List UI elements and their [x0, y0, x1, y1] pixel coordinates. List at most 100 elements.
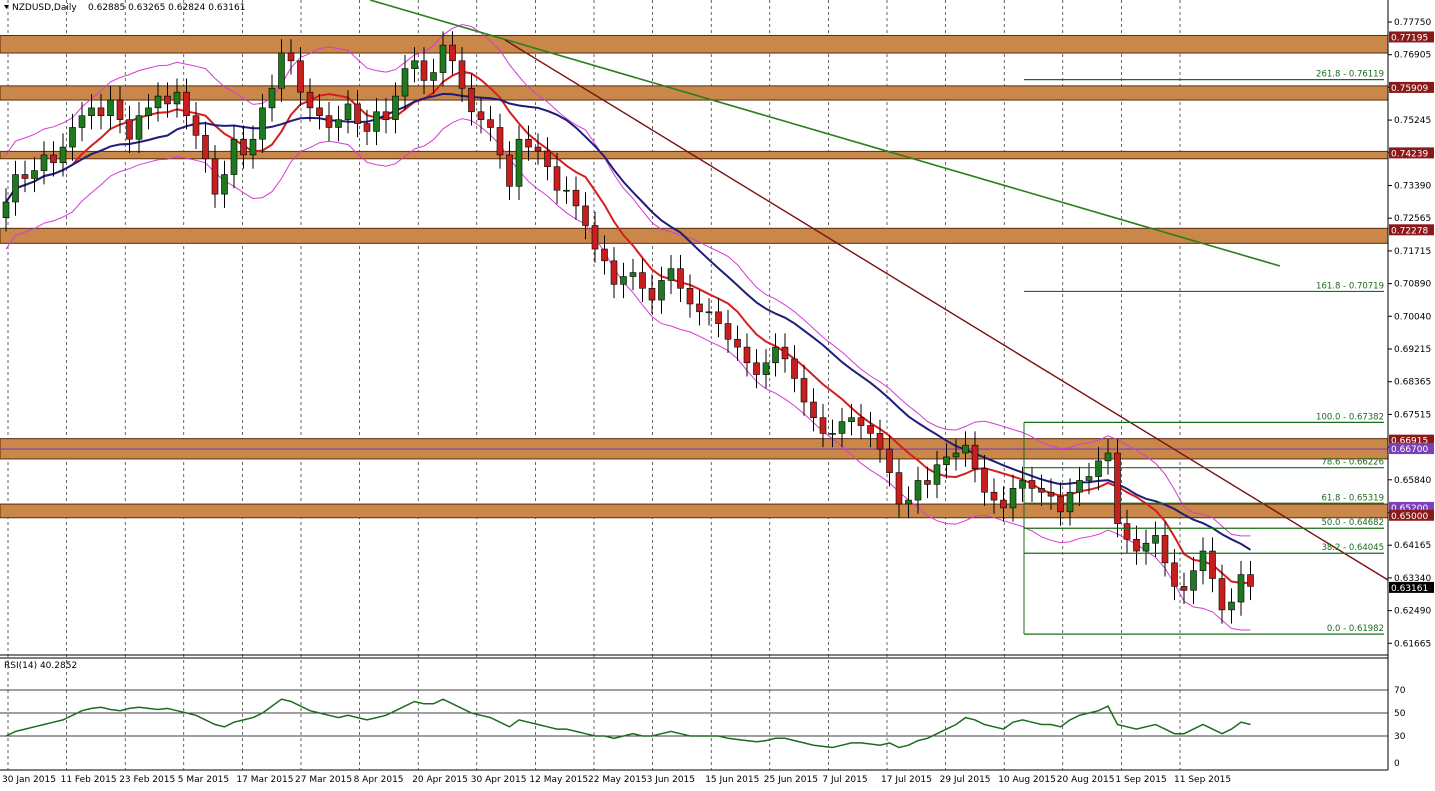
bear-candle [126, 119, 133, 140]
bull-candle [1019, 480, 1026, 489]
x-tick-label: 3 Jun 2015 [647, 775, 695, 785]
x-tick-label: 5 Mar 2015 [178, 775, 229, 785]
rsi-level-label: 30 [1394, 732, 1406, 742]
level-tag-bg [1389, 81, 1434, 93]
ohlc-header: 0.62885 0.63265 0.62824 0.63161 [88, 3, 245, 13]
bear-candle [449, 44, 456, 62]
bear-candle [819, 417, 827, 434]
y-tick-label: 0.71715 [1394, 247, 1431, 257]
bull-candle [69, 127, 76, 148]
fib-level-label: 61.8 - 0.65319 [1321, 493, 1384, 503]
bear-candle [1161, 535, 1169, 564]
dropdown-icon[interactable] [4, 5, 9, 9]
bear-candle [1218, 578, 1226, 611]
bear-candle [183, 91, 190, 117]
bull-candle [107, 99, 114, 117]
bull-candle [268, 87, 276, 109]
level-tag: 0.74239 [1391, 149, 1428, 159]
bear-candle [734, 338, 741, 348]
x-tick-label: 30 Jan 2015 [2, 775, 56, 785]
bear-candle [496, 127, 504, 156]
last-price-label: 0.63161 [1391, 584, 1428, 594]
candlesticks [2, 31, 1254, 624]
bull-candle [31, 170, 38, 179]
bear-candle [211, 158, 219, 195]
level-tag-bg [1389, 501, 1434, 513]
y-tick-label: 0.77750 [1394, 18, 1431, 28]
x-tick-label: 30 Apr 2015 [471, 775, 527, 785]
level-tag-bg [1389, 434, 1434, 446]
level-tag-bg [1389, 509, 1434, 521]
y-tick-label: 0.70040 [1394, 312, 1431, 322]
bull-candle [705, 311, 713, 314]
bull-candle [848, 417, 855, 422]
bear-candle [715, 311, 722, 324]
rsi-panel: 70 50 30 0 [0, 686, 1406, 769]
fib-level-label: 161.8 - 0.70719 [1316, 281, 1384, 291]
bear-candle [192, 115, 200, 136]
bear-candle [458, 60, 466, 89]
bull-candle [1237, 574, 1245, 603]
bull-candle [430, 72, 437, 81]
bull-candle [230, 138, 238, 175]
bull-candle [515, 138, 523, 187]
bull-candle [259, 107, 266, 140]
x-tick-label: 20 Apr 2015 [412, 775, 468, 785]
y-tick-label: 0.73390 [1394, 182, 1431, 192]
bear-candle [724, 323, 732, 340]
bull-candle [1199, 550, 1207, 571]
bull-candle [88, 107, 95, 117]
bull-candle [278, 52, 285, 89]
bear-candle [800, 378, 808, 403]
x-tick-label: 10 Aug 2015 [998, 775, 1056, 785]
fib-level-label: 50.0 - 0.64682 [1321, 518, 1384, 528]
bull-candle [249, 138, 257, 156]
bull-candle [905, 499, 912, 505]
bull-candle [344, 103, 352, 120]
bear-candle [1180, 586, 1188, 591]
bull-candle [1190, 570, 1197, 591]
y-tick-label: 0.76905 [1394, 51, 1431, 61]
fib-level-label: 0.0 - 0.61982 [1327, 624, 1384, 634]
bear-candle [857, 417, 865, 426]
y-tick-label: 0.65840 [1394, 476, 1431, 486]
bull-candle [154, 95, 162, 109]
bull-candle [221, 174, 228, 195]
bull-candle [563, 189, 570, 192]
rsi-level-label: 70 [1394, 686, 1406, 696]
level-tag: 0.66700 [1391, 445, 1428, 455]
fibonacci-levels: 261.8 - 0.76119 161.8 - 0.70719 100.0 - 0.… [1023, 70, 1384, 635]
bull-candle [401, 68, 409, 97]
bull-candle [335, 119, 342, 128]
chart-title: NZDUSD,Daily [12, 3, 77, 13]
bear-candle [354, 103, 361, 124]
bear-candle [116, 99, 124, 120]
bear-candle [553, 166, 561, 191]
x-tick-label: 22 May 2015 [588, 775, 647, 785]
time-axis: 30 Jan 2015 11 Feb 2015 23 Feb 2015 5 Mar 2… [2, 775, 1231, 785]
bull-candle [1009, 488, 1017, 509]
y-tick-label: 0.62490 [1394, 607, 1431, 617]
bear-candle [468, 87, 475, 113]
bear-candle [648, 287, 656, 301]
bollinger-upper-line [5, 23, 1251, 537]
bear-candle [1000, 499, 1007, 509]
x-tick-label: 7 Jul 2015 [822, 775, 867, 785]
bull-candle [1152, 535, 1159, 544]
bear-candle [1133, 538, 1140, 552]
bull-candle [667, 268, 675, 281]
bear-candle [971, 444, 979, 469]
bear-candle [601, 248, 608, 262]
level-tag-bg [1389, 224, 1434, 236]
bear-candle [21, 174, 29, 179]
sr-zone [0, 227, 1389, 244]
title-group: NZDUSD,Daily 0.62885 0.63265 0.62824 0.6… [4, 3, 245, 13]
bear-candle [363, 123, 371, 132]
bear-candle [781, 346, 789, 360]
x-tick-label: 17 Jul 2015 [881, 775, 932, 785]
bear-candle [287, 52, 295, 62]
x-tick-label: 12 May 2015 [529, 775, 588, 785]
bear-candle [743, 346, 751, 364]
